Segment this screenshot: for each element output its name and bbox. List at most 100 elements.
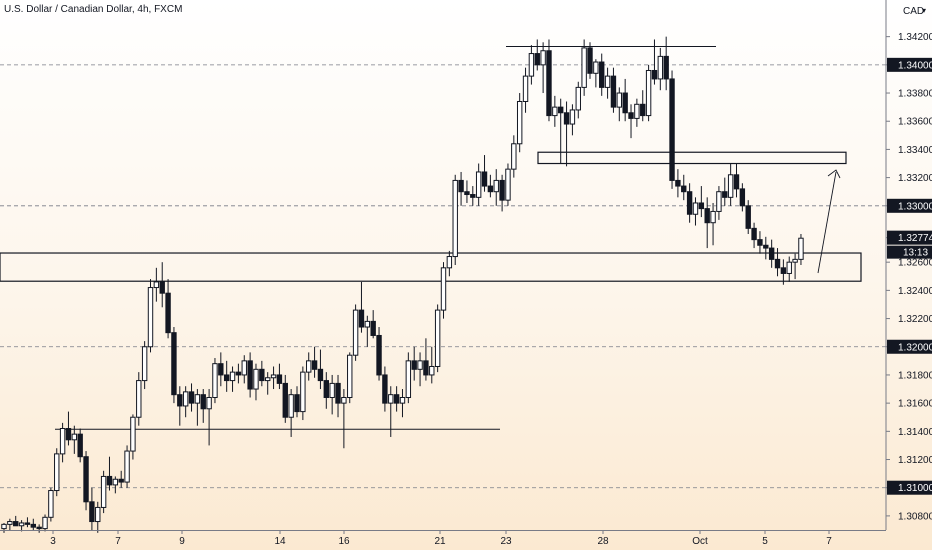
candle-body — [259, 368, 265, 382]
candle-body — [317, 368, 324, 382]
candle-body — [341, 397, 347, 404]
date-tick-label: 23 — [500, 536, 512, 547]
date-tick-label: 21 — [434, 536, 446, 547]
zone-box-upper — [537, 151, 847, 165]
candle-body — [206, 397, 212, 410]
date-tick-label: 9 — [179, 536, 185, 547]
candle-body — [30, 523, 37, 528]
candle-body — [36, 526, 42, 530]
price-label-box — [887, 339, 932, 354]
candle-body — [464, 191, 470, 196]
currency-selector[interactable]: CAD — [903, 6, 925, 17]
candle-body — [59, 428, 66, 455]
candle-body — [522, 75, 529, 102]
candle-body — [763, 244, 769, 249]
candle-body — [95, 506, 101, 523]
candle-body — [77, 433, 83, 458]
candle-body — [452, 179, 458, 258]
candle-body — [493, 179, 499, 193]
candle-body — [223, 374, 230, 382]
candle-body — [757, 239, 763, 246]
candle-body — [388, 394, 394, 404]
candle-body — [786, 261, 792, 274]
candle-body — [42, 516, 48, 530]
candle-body — [352, 309, 359, 356]
candle-body — [382, 374, 388, 404]
candle-body — [528, 53, 535, 77]
candle-body — [534, 53, 540, 66]
candle-body — [516, 100, 523, 145]
date-tick-label: 3 — [50, 536, 56, 547]
candle-body — [745, 205, 751, 229]
candle-body — [645, 69, 652, 117]
candle-body — [241, 360, 247, 376]
candle-body — [270, 374, 277, 379]
price-label-box — [887, 480, 932, 495]
candle-body — [587, 47, 593, 74]
candle-body — [780, 267, 787, 274]
candle-body — [399, 397, 406, 404]
price-label-highlighted: 1.34000 — [898, 60, 932, 71]
candle-body — [376, 334, 382, 376]
chevron-down-icon[interactable]: ▾ — [922, 6, 927, 15]
candle-body — [130, 416, 136, 452]
candle-body — [182, 391, 189, 407]
candle-body — [24, 522, 31, 525]
price-axis-label: 1.34200 — [898, 32, 932, 43]
candle-body — [100, 475, 107, 508]
candle-body — [657, 55, 664, 80]
candle-body — [200, 394, 206, 410]
candle-body — [358, 309, 365, 328]
candle-body — [153, 281, 160, 289]
price-axis-label: 1.31600 — [898, 399, 932, 410]
countdown-box — [887, 245, 932, 259]
candle-body — [610, 75, 617, 108]
candle-body — [505, 168, 511, 201]
candle-body — [112, 478, 119, 486]
candle-body — [171, 332, 177, 396]
candle-body — [282, 382, 288, 418]
candle-body — [727, 174, 734, 198]
candle-body — [188, 391, 195, 404]
arrow-annotation — [817, 171, 837, 274]
candle-body — [640, 103, 646, 117]
candle-body — [423, 360, 429, 376]
candle-body — [429, 365, 435, 376]
candle-body — [165, 292, 171, 334]
candle-body — [774, 258, 781, 269]
date-tick-label: 7 — [115, 536, 121, 547]
price-axis-label: 1.32400 — [898, 286, 932, 297]
candle-body — [651, 69, 658, 80]
candle-body — [247, 360, 253, 390]
candle-body — [563, 112, 570, 125]
candle-body — [405, 360, 412, 399]
price-axis-label: 1.33200 — [898, 173, 932, 184]
candle-body — [458, 179, 464, 193]
candle-body — [470, 194, 476, 198]
candle-body — [71, 433, 78, 441]
price-axis-label: 1.31800 — [898, 370, 932, 381]
candle-body — [558, 106, 564, 114]
candle-body — [622, 92, 628, 114]
symbol-title: U.S. Dollar / Canadian Dollar, 4h, FXCM — [4, 4, 183, 15]
price-label-highlighted: 1.32774 — [898, 233, 932, 244]
candle-body — [147, 287, 154, 348]
candle-body — [323, 380, 330, 399]
candle-body — [792, 258, 798, 263]
candle-body — [347, 354, 353, 399]
candle-body — [7, 521, 13, 525]
candle-body — [335, 382, 341, 404]
candle-body — [692, 202, 699, 215]
candle-body — [89, 501, 95, 523]
candle-body — [499, 179, 505, 201]
date-tick-label: 7 — [826, 536, 832, 547]
candle-body — [669, 78, 675, 181]
candle-body — [552, 106, 558, 117]
candle-body — [212, 363, 218, 399]
candle-body — [124, 450, 130, 483]
candle-body — [417, 360, 423, 370]
candle-body — [446, 256, 453, 269]
candle-body — [65, 428, 72, 441]
